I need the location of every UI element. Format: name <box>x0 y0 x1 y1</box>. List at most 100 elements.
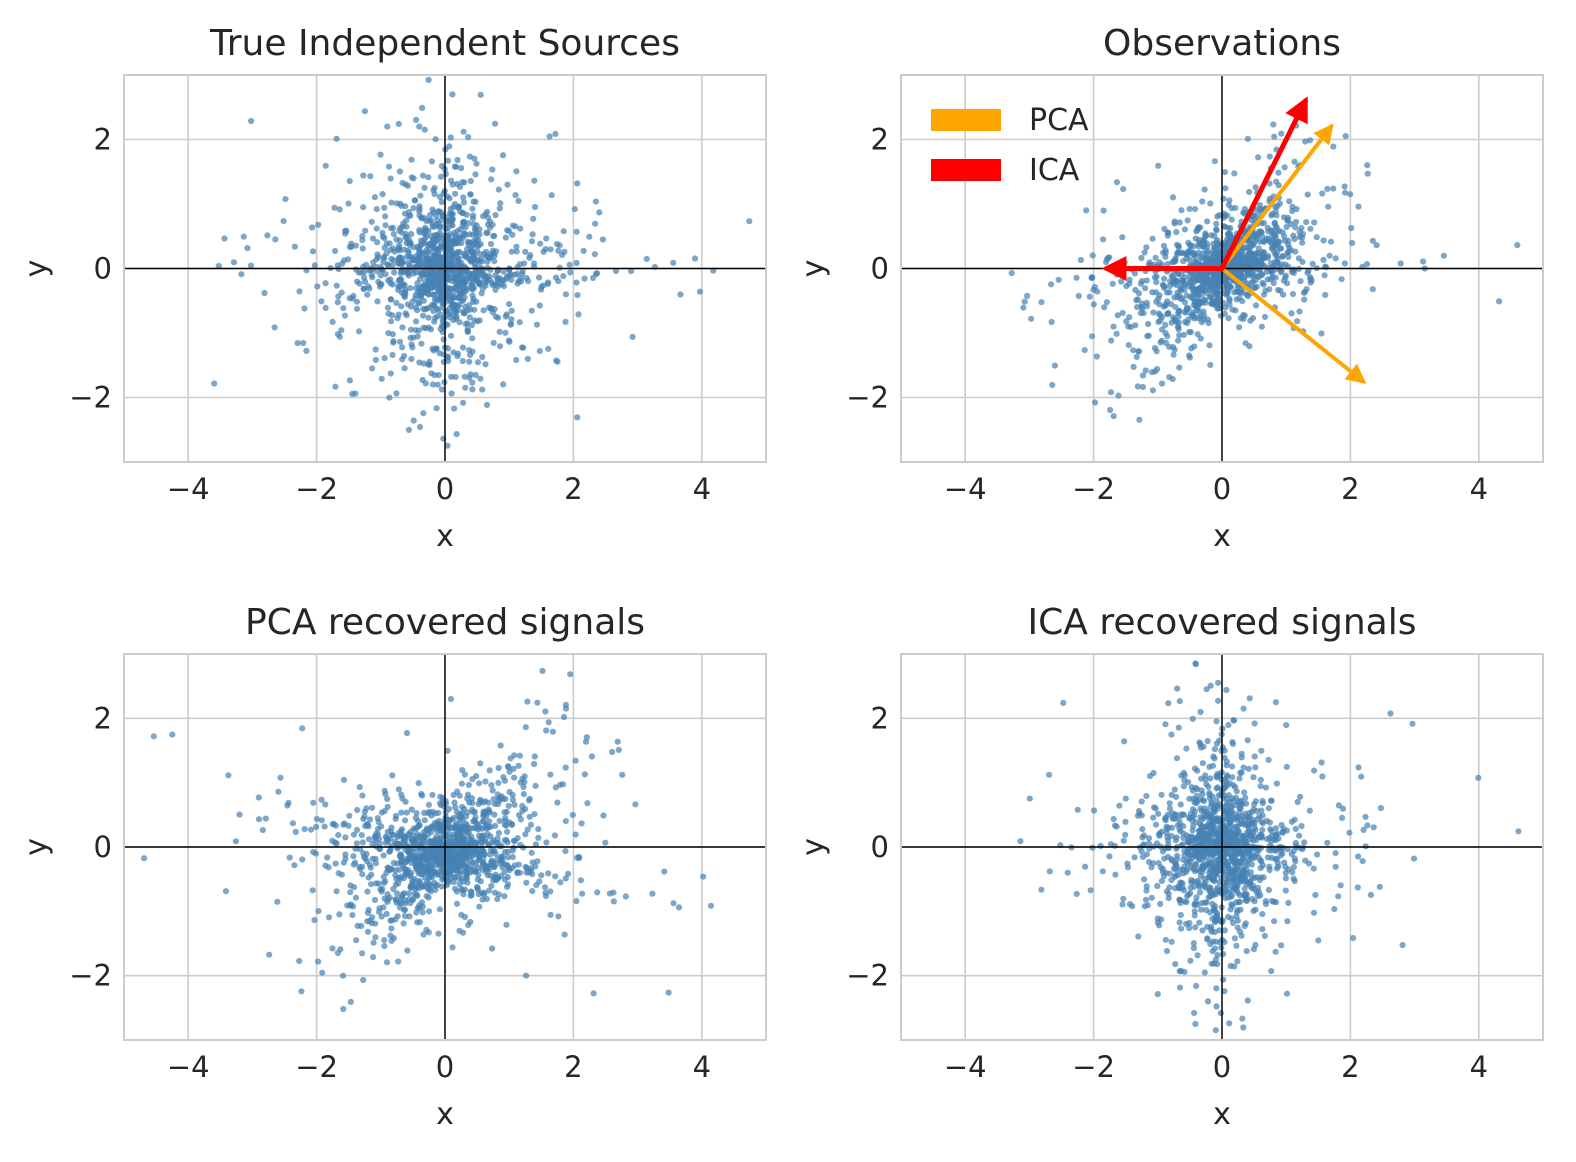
data-point <box>466 374 473 381</box>
data-point <box>1135 348 1142 355</box>
data-point <box>384 828 391 836</box>
data-point <box>469 292 476 299</box>
data-point <box>386 394 393 401</box>
data-point <box>1177 911 1184 919</box>
data-point <box>435 372 442 379</box>
data-point <box>1239 1015 1246 1022</box>
data-point <box>322 162 329 169</box>
data-point <box>437 296 444 303</box>
data-point <box>1196 919 1203 926</box>
data-point <box>315 908 322 915</box>
data-point <box>1174 289 1181 296</box>
data-point <box>435 930 442 937</box>
data-point <box>361 813 368 820</box>
data-point <box>1191 206 1199 213</box>
data-point <box>438 386 446 393</box>
data-point <box>413 269 420 276</box>
data-point <box>426 358 433 365</box>
data-point <box>420 881 427 889</box>
data-point <box>599 236 607 243</box>
data-point <box>493 861 500 868</box>
data-point <box>432 136 439 143</box>
x-tick-label: −2 <box>1072 472 1115 506</box>
data-point <box>1148 894 1155 901</box>
data-point <box>1240 764 1247 771</box>
data-point <box>509 854 516 861</box>
data-point <box>469 335 476 342</box>
data-point <box>389 831 396 838</box>
data-point <box>463 253 470 260</box>
data-point <box>1226 295 1233 302</box>
data-point <box>388 925 395 932</box>
data-point <box>1158 791 1165 798</box>
data-point <box>451 163 458 170</box>
data-point <box>514 264 521 271</box>
data-point <box>489 839 496 846</box>
data-point <box>418 790 425 798</box>
data-point <box>1176 219 1183 226</box>
chart-title: True Independent Sources <box>209 23 680 64</box>
data-point <box>1256 202 1263 209</box>
data-point <box>1199 198 1206 205</box>
data-point <box>425 314 432 321</box>
data-point <box>1209 762 1217 769</box>
data-point <box>1152 254 1159 261</box>
data-point <box>527 821 535 828</box>
data-point <box>1233 788 1240 795</box>
data-point <box>381 895 388 902</box>
data-point <box>1048 318 1055 326</box>
data-point <box>1306 807 1313 814</box>
data-point <box>1273 178 1280 185</box>
data-point <box>421 869 428 876</box>
data-point <box>1213 740 1220 747</box>
data-point <box>369 804 376 811</box>
data-point <box>1131 270 1138 277</box>
data-point <box>1233 942 1240 949</box>
data-point <box>1297 793 1304 800</box>
y-tick-label: −2 <box>69 381 112 415</box>
data-point <box>387 370 394 377</box>
data-point <box>348 243 355 250</box>
data-point <box>387 175 394 182</box>
data-point <box>1134 383 1141 390</box>
data-point <box>436 246 443 253</box>
data-point <box>416 300 423 307</box>
data-point <box>464 795 471 802</box>
data-point <box>700 873 707 880</box>
data-point <box>435 307 442 314</box>
data-point <box>588 753 596 760</box>
data-point <box>222 888 229 895</box>
data-point <box>468 322 475 329</box>
data-point <box>449 91 456 98</box>
data-point <box>1347 191 1354 198</box>
data-point <box>555 278 562 285</box>
data-point <box>416 822 423 830</box>
data-point <box>1279 229 1286 236</box>
data-point <box>665 989 672 996</box>
data-point <box>400 920 407 927</box>
data-point <box>1252 184 1259 191</box>
data-point <box>495 764 502 772</box>
data-point <box>395 286 402 293</box>
data-point <box>546 133 553 140</box>
data-point <box>1185 779 1192 786</box>
data-point <box>469 386 476 393</box>
data-point <box>1200 308 1207 315</box>
data-point <box>318 817 325 824</box>
data-point <box>1240 289 1247 296</box>
data-point <box>477 760 484 767</box>
data-point <box>1240 705 1247 712</box>
data-point <box>1165 837 1172 844</box>
data-point <box>1410 855 1418 862</box>
data-point <box>1139 826 1146 833</box>
data-point <box>359 950 366 957</box>
data-point <box>1193 800 1200 807</box>
legend-label-ica: ICA <box>1029 153 1080 188</box>
data-point <box>412 285 420 292</box>
data-point <box>448 390 455 397</box>
data-point <box>528 867 535 874</box>
data-point <box>1310 865 1317 872</box>
data-point <box>444 747 451 754</box>
data-point <box>382 222 389 229</box>
data-point <box>1275 169 1282 176</box>
